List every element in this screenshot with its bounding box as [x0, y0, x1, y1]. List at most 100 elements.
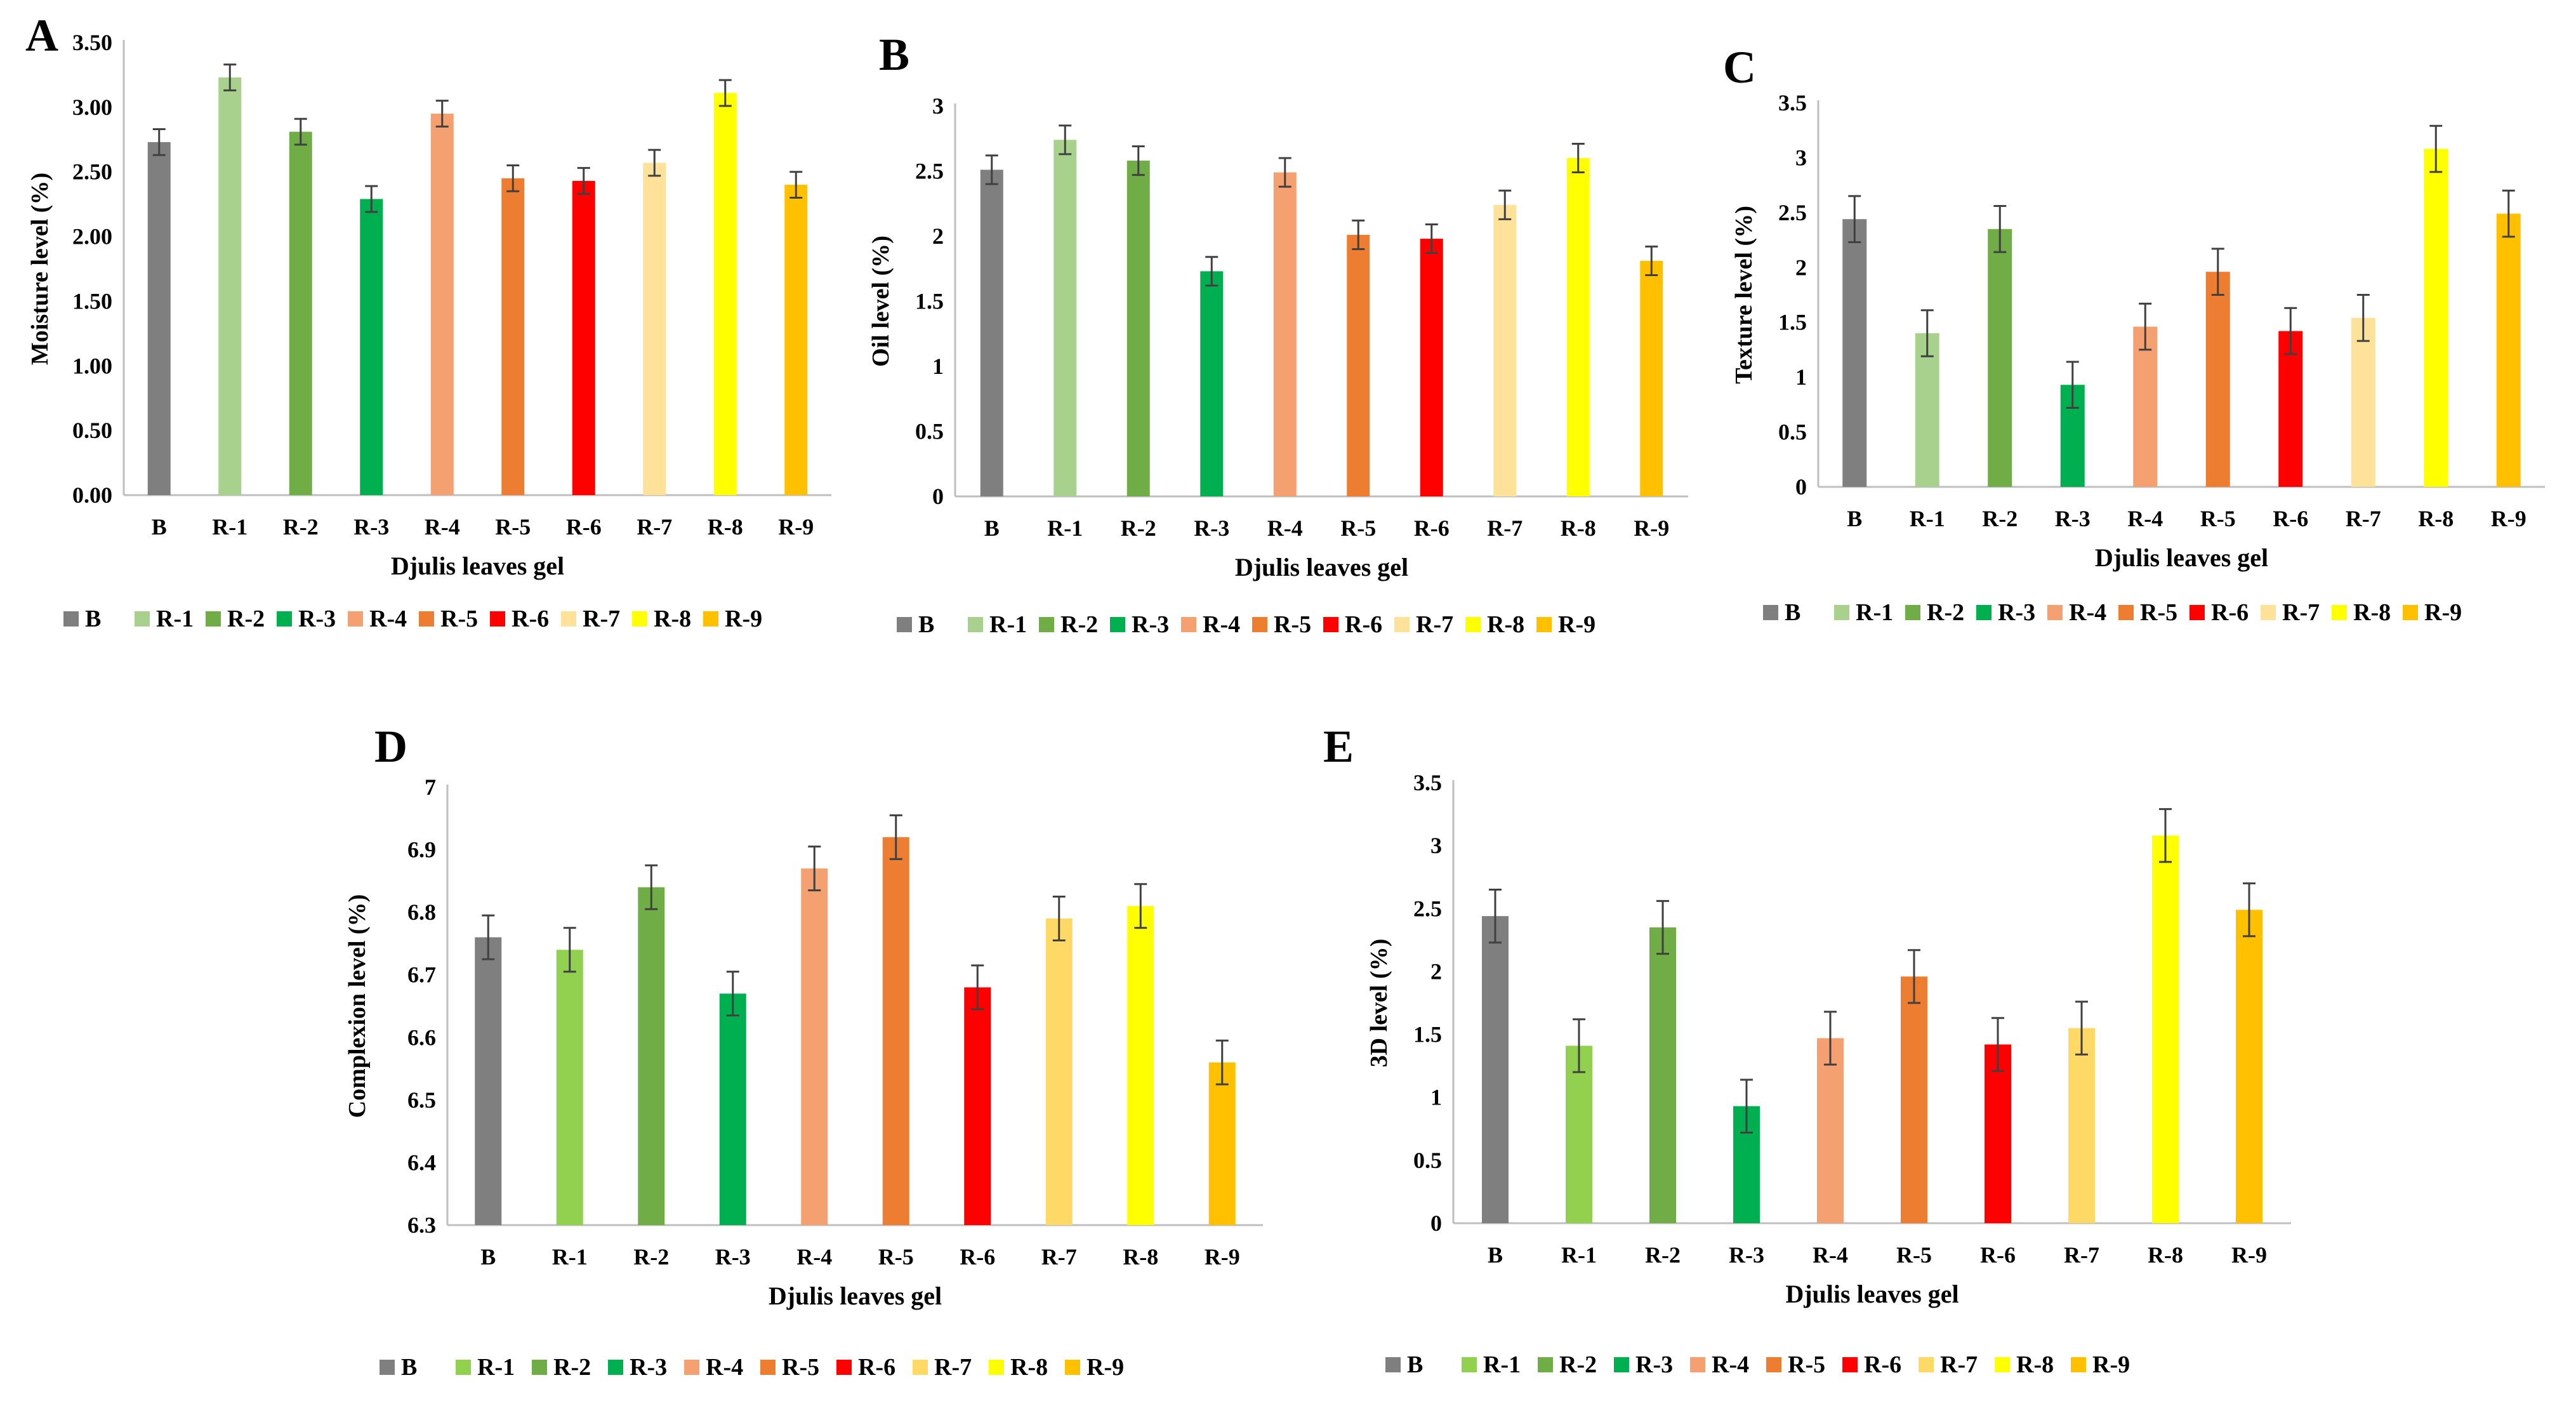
x-tick-label: R-8 [1123, 1244, 1158, 1270]
x-tick-label: R-8 [1561, 515, 1596, 541]
legend-label-R-1: R-1 [156, 606, 194, 632]
legend-swatch-R-7 [913, 1360, 928, 1375]
legend-swatch-R-5 [419, 611, 434, 627]
legend-swatch-R-6 [836, 1360, 852, 1375]
legend-swatch-R-2 [1905, 605, 1920, 620]
bar-R-2 [1988, 229, 2012, 487]
x-tick-label: R-7 [1487, 515, 1522, 541]
y-tick-label: 3.5 [1778, 90, 1807, 116]
x-tick-label: R-1 [212, 514, 248, 540]
legend-swatch-B [63, 611, 79, 627]
bar-R-1 [1566, 1045, 1592, 1223]
bar-R-6 [964, 987, 991, 1225]
bar-R-5 [2205, 272, 2230, 487]
legend-label-R-2: R-2 [553, 1354, 591, 1381]
legend-swatch-R-4 [2047, 605, 2063, 620]
y-tick-label: 2 [1430, 959, 1442, 984]
legend-label-R-8: R-8 [1010, 1354, 1048, 1381]
bar-R-3 [360, 199, 383, 495]
bar-R-7 [1045, 919, 1073, 1225]
x-tick-label: R-8 [2148, 1242, 2183, 1268]
y-tick-label: 2 [1795, 255, 1807, 280]
x-tick-label: R-9 [1205, 1244, 1240, 1270]
x-tick-label: R-5 [1896, 1242, 1932, 1268]
legend-label-R-3: R-3 [1132, 611, 1169, 638]
x-tick-label: R-2 [1121, 515, 1156, 541]
y-tick-label: 3 [932, 93, 944, 119]
bar-R-5 [882, 837, 909, 1225]
legend-swatch-R-3 [1614, 1357, 1629, 1372]
panel-letter-B: B [879, 29, 909, 80]
legend-swatch-B [380, 1360, 395, 1375]
x-tick-label: R-1 [1561, 1242, 1597, 1268]
legend-label-R-7: R-7 [2282, 599, 2320, 626]
bar-R-9 [2236, 910, 2262, 1223]
legend-swatch-R-9 [1065, 1360, 1080, 1375]
x-tick-label: R-5 [1340, 515, 1376, 541]
bar-R-9 [784, 185, 808, 495]
legend-swatch-R-7 [561, 611, 576, 627]
legend-swatch-R-9 [2403, 605, 2418, 620]
x-tick-label: R-6 [960, 1244, 995, 1270]
bar-R-7 [2351, 317, 2375, 487]
x-tick-label: R-8 [2418, 506, 2454, 531]
bar-R-5 [1347, 234, 1370, 496]
x-tick-label: R-4 [1813, 1242, 1848, 1268]
legend-swatch-R-5 [760, 1360, 776, 1375]
legend-swatch-R-2 [206, 611, 221, 627]
legend-swatch-R-3 [1110, 617, 1125, 632]
y-tick-label: 3.00 [72, 95, 112, 120]
y-tick-label: 6.3 [407, 1212, 436, 1238]
x-tick-label: R-9 [1634, 515, 1669, 541]
legend-swatch-R-9 [2071, 1357, 2086, 1372]
legend-swatch-R-9 [703, 611, 718, 627]
y-tick-label: 2 [932, 223, 944, 249]
x-tick-label: R-7 [1041, 1244, 1077, 1270]
legend-swatch-R-8 [2332, 605, 2347, 620]
x-tick-label: B [1847, 506, 1862, 531]
legend-swatch-B [897, 617, 912, 632]
y-tick-label: 1.00 [72, 353, 112, 378]
panel-letter-C: C [1723, 42, 1756, 93]
legend-swatch-B [1385, 1357, 1401, 1372]
y-tick-label: 0.00 [72, 482, 112, 508]
y-axis-label: Moisture level (%) [27, 173, 53, 365]
bar-R-8 [2152, 835, 2179, 1223]
x-tick-label: R-3 [1194, 515, 1229, 541]
x-tick-label: B [1488, 1242, 1503, 1268]
x-tick-label: R-8 [708, 514, 743, 540]
bar-R-4 [430, 114, 454, 496]
x-axis-label: Djulis leaves gel [391, 552, 564, 580]
legend-swatch-R-4 [1181, 617, 1196, 632]
legend-label-R-4: R-4 [1712, 1351, 1749, 1378]
bar-R-4 [1817, 1038, 1844, 1223]
legend-swatch-R-5 [1252, 617, 1267, 632]
bar-R-3 [1200, 271, 1224, 496]
legend-swatch-R-4 [684, 1360, 699, 1375]
y-tick-label: 6.6 [407, 1025, 436, 1050]
legend-label-R-7: R-7 [583, 606, 620, 632]
x-tick-label: R-6 [566, 514, 602, 540]
legend-swatch-R-1 [135, 611, 150, 627]
x-tick-label: B [984, 515, 1000, 541]
x-tick-label: R-2 [633, 1244, 669, 1270]
y-axis-label: Complexion level (%) [344, 894, 371, 1118]
legend-swatch-R-2 [1538, 1357, 1553, 1372]
bar-R-8 [1127, 906, 1154, 1225]
legend-label-R-9: R-9 [2424, 599, 2462, 626]
legend-label-R-9: R-9 [725, 606, 762, 632]
legend-label-R-2: R-2 [227, 606, 265, 632]
legend-swatch-R-7 [2261, 605, 2276, 620]
bar-R-1 [218, 77, 242, 495]
y-tick-label: 2.50 [72, 159, 112, 185]
bar-R-8 [713, 93, 737, 495]
legend-swatch-R-2 [532, 1360, 547, 1375]
y-tick-label: 0.50 [72, 418, 112, 443]
x-tick-label: R-3 [2055, 506, 2091, 531]
x-axis-label: Djulis leaves gel [1785, 1280, 1958, 1308]
y-tick-label: 6.8 [407, 899, 436, 925]
legend-swatch-R-1 [1834, 605, 1849, 620]
legend-label-R-1: R-1 [1483, 1351, 1521, 1378]
panel-B: B 0 0.5 1 1.5 2 2.5 3 Oil level (%) B R-1 R-2 R-3 R-4… [868, 29, 1688, 638]
